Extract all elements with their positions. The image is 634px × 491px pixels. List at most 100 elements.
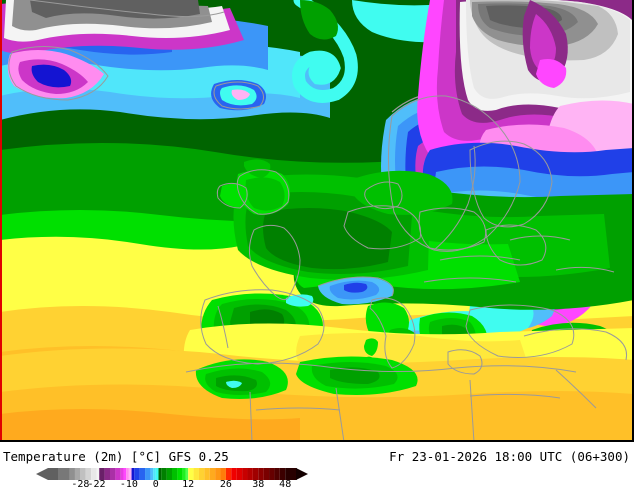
colorbar-segment xyxy=(153,468,156,480)
footer-panel: Temperature (2m) [°C] GFS 0.25 Fr 23-01-… xyxy=(0,442,634,490)
colorbar-segment xyxy=(215,468,221,480)
turkey-outline xyxy=(523,328,628,361)
coastlines-layer xyxy=(8,0,628,442)
colorbar-segment xyxy=(274,468,280,480)
greece-outline xyxy=(447,349,483,375)
norwegian-warm-spiral xyxy=(292,0,358,103)
iceland-outline xyxy=(213,81,264,110)
libya-egypt-border xyxy=(469,379,475,442)
norway-sweden-border xyxy=(433,145,476,251)
colorbar-swatches xyxy=(36,468,308,480)
colorbar-tick: 26 xyxy=(219,479,232,490)
colorbar-tick-labels: -28 -22 -10 0 12 26 38 48 xyxy=(14,479,314,491)
colorbar-segment xyxy=(231,468,237,480)
colorbar-segment xyxy=(134,468,140,480)
france-outline xyxy=(248,224,301,301)
finland-outline xyxy=(469,140,553,228)
britain-outline xyxy=(236,169,290,215)
product-title: Temperature (2m) [°C] GFS 0.25 xyxy=(3,449,229,464)
colorbar-tick: 0 xyxy=(152,479,159,490)
colorbar-segment xyxy=(172,468,178,480)
colorbar-segment xyxy=(99,468,105,480)
colorbar-segment xyxy=(220,468,226,480)
colorbar-segment xyxy=(209,468,216,480)
colorbar-segment xyxy=(155,468,159,480)
colorbar-segment xyxy=(185,468,189,480)
black-sea-outline xyxy=(465,304,575,358)
greenland-sw-blue xyxy=(31,64,72,88)
colorbar-tick: 48 xyxy=(279,479,292,490)
colorbar-segment xyxy=(204,468,210,480)
portugal-border xyxy=(217,305,229,349)
valid-time-label: Fr 23-01-2026 18:00 UTC (06+300) xyxy=(389,449,630,464)
colorbar-segment xyxy=(91,468,97,480)
west-europe-darkgreen xyxy=(263,208,392,270)
colorbar-overflow-arrow xyxy=(296,468,308,480)
red-sea xyxy=(555,369,597,409)
iceland-pink xyxy=(231,89,250,100)
ireland-outline xyxy=(216,182,248,209)
colorbar-segment xyxy=(145,468,151,480)
atlas-peak-cyan xyxy=(226,380,242,388)
britain-green2 xyxy=(245,177,285,211)
colorbar-segment xyxy=(74,468,81,480)
denmark-outline xyxy=(364,181,403,210)
colorbar-segment xyxy=(128,468,132,480)
colorbar-segment xyxy=(69,468,75,480)
sahara-orange xyxy=(0,409,300,442)
germany-outline xyxy=(343,205,422,250)
scandinavia-outline xyxy=(387,95,521,252)
colorbar-segment xyxy=(177,468,183,480)
colorbar-segment xyxy=(126,468,129,480)
colorbar-segment xyxy=(80,468,86,480)
greenland-outline xyxy=(8,46,109,101)
colorbar-segment xyxy=(123,468,127,480)
map-right-frame xyxy=(632,0,634,442)
colorbar-segment xyxy=(85,468,92,480)
colorbar-tick: 12 xyxy=(182,479,195,490)
colorbar-tick: -22 xyxy=(87,479,106,490)
colorbar-segment xyxy=(120,468,124,480)
algeria-morocco-border xyxy=(249,391,253,442)
canary-islands xyxy=(126,399,134,406)
colorbar-segment xyxy=(285,468,296,480)
colorbar-segment xyxy=(150,468,154,480)
kola-magenta xyxy=(530,14,556,72)
greenland-north-coast xyxy=(29,0,225,18)
alps-darkblue xyxy=(344,282,368,293)
colorbar-segment xyxy=(161,468,167,480)
colorbar-segment xyxy=(242,468,248,480)
colorbar-segment xyxy=(247,468,253,480)
colorbar-segment xyxy=(269,468,275,480)
colorbar-segment xyxy=(166,468,172,480)
atlas-east-core xyxy=(330,367,380,384)
temperature-colorbar[interactable]: -28 -22 -10 0 12 26 38 48 xyxy=(14,468,314,490)
colorbar-segment xyxy=(139,468,146,480)
kola-bright xyxy=(536,59,567,88)
colorbar-segment xyxy=(258,468,264,480)
egypt-sudan-border xyxy=(469,393,561,399)
colorbar-segment xyxy=(225,468,232,480)
algeria-libya-border xyxy=(335,387,345,442)
colorbar-tick: 38 xyxy=(252,479,265,490)
colorbar-segment xyxy=(263,468,270,480)
temperature-map[interactable] xyxy=(0,0,634,442)
colorbar-segment xyxy=(48,468,59,480)
sahara-internal-border xyxy=(255,407,341,411)
colorbar-underflow-arrow xyxy=(36,468,48,480)
colorbar-segment xyxy=(279,468,286,480)
map-left-frame-red xyxy=(0,0,2,442)
alps-outline xyxy=(317,276,394,297)
colorbar-segment xyxy=(158,468,162,480)
colorbar-segment xyxy=(193,468,199,480)
colorbar-tick: -10 xyxy=(119,479,138,490)
norwegian-green-core xyxy=(300,0,338,40)
colorbar-segment xyxy=(115,468,121,480)
colorbar-segment xyxy=(182,468,186,480)
iberia-outline xyxy=(200,289,325,365)
colorbar-segment xyxy=(236,468,243,480)
belarus-border xyxy=(439,255,521,261)
ukraine-border xyxy=(423,277,517,283)
colorbar-segment xyxy=(188,468,194,480)
